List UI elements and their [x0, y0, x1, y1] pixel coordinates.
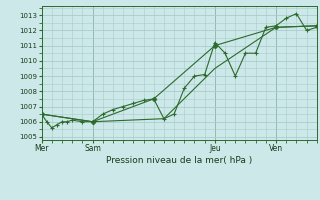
X-axis label: Pression niveau de la mer( hPa ): Pression niveau de la mer( hPa ) [106, 156, 252, 165]
